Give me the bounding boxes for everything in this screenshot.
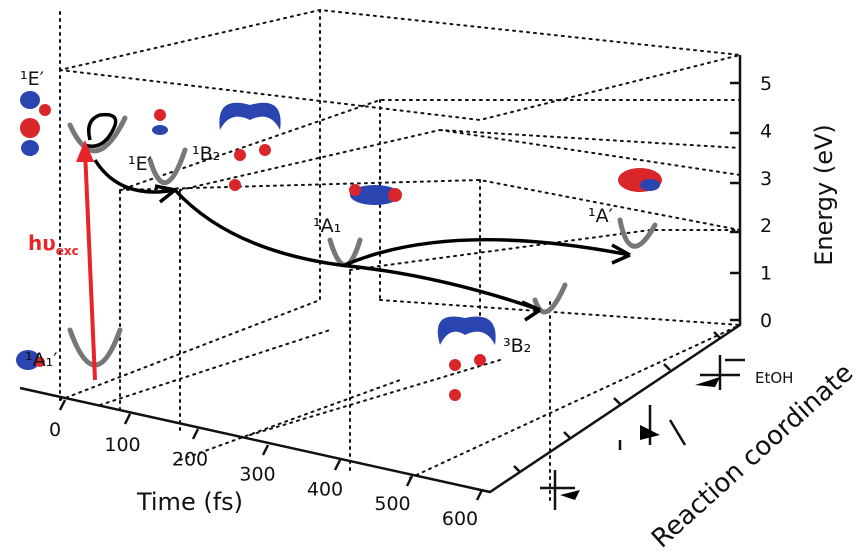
state-label: ³B₂ xyxy=(503,335,531,357)
relaxation-paths xyxy=(84,112,631,322)
energy-tick-label: 4 xyxy=(760,120,772,142)
excitation-arrow xyxy=(76,140,97,381)
time-tick-label: 600 xyxy=(442,508,478,530)
potential-wells xyxy=(67,115,658,368)
solvent-label: EtOH xyxy=(755,369,793,387)
time-tick-label: 400 xyxy=(307,478,343,500)
time-tick-label: 300 xyxy=(239,464,275,486)
orbitals xyxy=(16,91,662,401)
excitation-sub: exc xyxy=(56,244,79,258)
reaction-axis-label: Reaction coordinate xyxy=(646,358,859,552)
energy-tick-label: 2 xyxy=(760,215,772,237)
excitation-main: hυ xyxy=(28,231,56,255)
excitation-label: hυexc xyxy=(28,231,79,258)
time-tick-label: 0 xyxy=(49,419,61,441)
state-label: ¹A₁′ xyxy=(25,349,58,371)
energy-tick-label: 1 xyxy=(760,263,772,285)
energy-tick-label: 0 xyxy=(760,310,772,332)
time-tick-label: 200 xyxy=(172,449,208,471)
state-label: ¹A′ xyxy=(588,205,613,227)
energy-axis-label: Energy (eV) xyxy=(810,124,838,266)
time-tick-label: 500 xyxy=(374,493,410,515)
solvent-icons xyxy=(540,355,745,510)
energy-tick-label: 3 xyxy=(760,168,772,190)
state-label: ¹E′ xyxy=(128,153,152,175)
state-label: ¹E′ xyxy=(20,68,44,90)
state-label: ¹A₁ xyxy=(313,215,341,237)
state-label: ¹B₂ xyxy=(192,143,220,165)
time-axis-label: Time (fs) xyxy=(136,488,243,516)
axes xyxy=(19,55,742,501)
time-tick-label: 100 xyxy=(104,434,140,456)
energy-tick-label: 5 xyxy=(760,73,772,95)
box-grid xyxy=(59,8,741,501)
